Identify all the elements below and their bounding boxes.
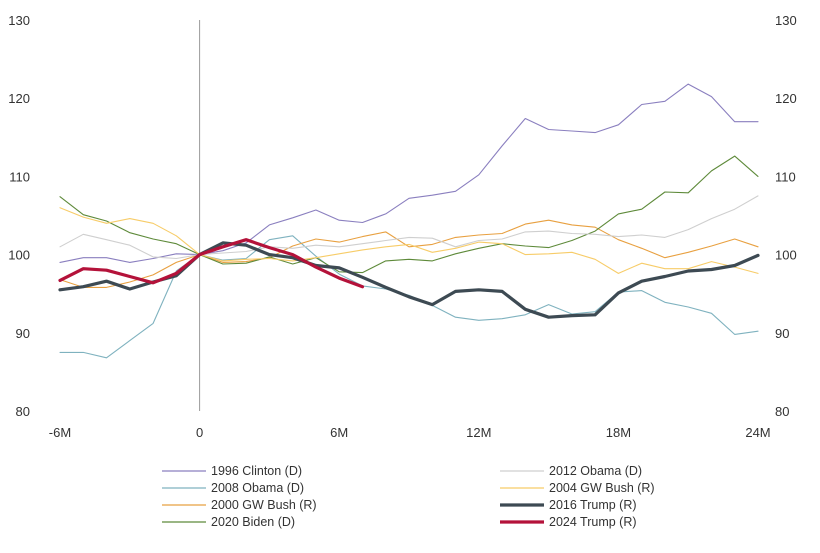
y-tick-label-left: 110 [9, 169, 30, 184]
x-tick-label: 24M [745, 425, 770, 440]
legend-label-2004-gw-bush-r: 2004 GW Bush (R) [549, 481, 655, 495]
x-tick-label: -6M [49, 425, 71, 440]
x-tick-label: 18M [606, 425, 631, 440]
x-tick-label: 6M [330, 425, 348, 440]
series-line-1996-clinton-d [59, 83, 759, 263]
series-line-2020-biden-d [59, 155, 759, 274]
series-line-2016-trump-r [58, 241, 760, 319]
y-tick-label-left: 100 [8, 248, 30, 263]
x-tick-label: 12M [466, 425, 491, 440]
series-line-2004-gw-bush-r [59, 207, 759, 274]
y-tick-label-left: 120 [8, 91, 30, 106]
y-tick-label-left: 130 [8, 13, 30, 28]
series-line-2024-trump-r [58, 238, 365, 289]
series-lines [58, 83, 760, 359]
series-line-2000-gw-bush-r [59, 219, 759, 288]
legend-label-1996-clinton-d: 1996 Clinton (D) [211, 464, 302, 478]
y-tick-label-right: 120 [775, 91, 797, 106]
y-tick-label-left: 80 [16, 404, 30, 419]
series-line-2012-obama-d [59, 195, 759, 260]
y-tick-label-right: 80 [775, 404, 789, 419]
legend-label-2012-obama-d: 2012 Obama (D) [549, 464, 642, 478]
y-axis-left: 80 90 100 110 120 130 [8, 13, 30, 419]
y-tick-label-right: 90 [775, 326, 789, 341]
y-tick-label-right: 100 [775, 248, 797, 263]
legend: 1996 Clinton (D) 2012 Obama (D) 2008 Obama… [162, 464, 655, 529]
legend-label-2000-gw-bush-r: 2000 GW Bush (R) [211, 498, 317, 512]
y-tick-label-left: 90 [16, 326, 30, 341]
y-axis-right: 80 90 100 110 120 130 [775, 13, 797, 419]
x-axis: -6M 0 6M 12M 18M 24M [49, 425, 771, 440]
x-tick-label: 0 [196, 425, 203, 440]
legend-label-2024-trump-r: 2024 Trump (R) [549, 515, 637, 529]
y-tick-label-right: 110 [775, 169, 796, 184]
legend-label-2020-biden-d: 2020 Biden (D) [211, 515, 295, 529]
legend-label-2016-trump-r: 2016 Trump (R) [549, 498, 637, 512]
y-tick-label-right: 130 [775, 13, 797, 28]
legend-label-2008-obama-d: 2008 Obama (D) [211, 481, 304, 495]
